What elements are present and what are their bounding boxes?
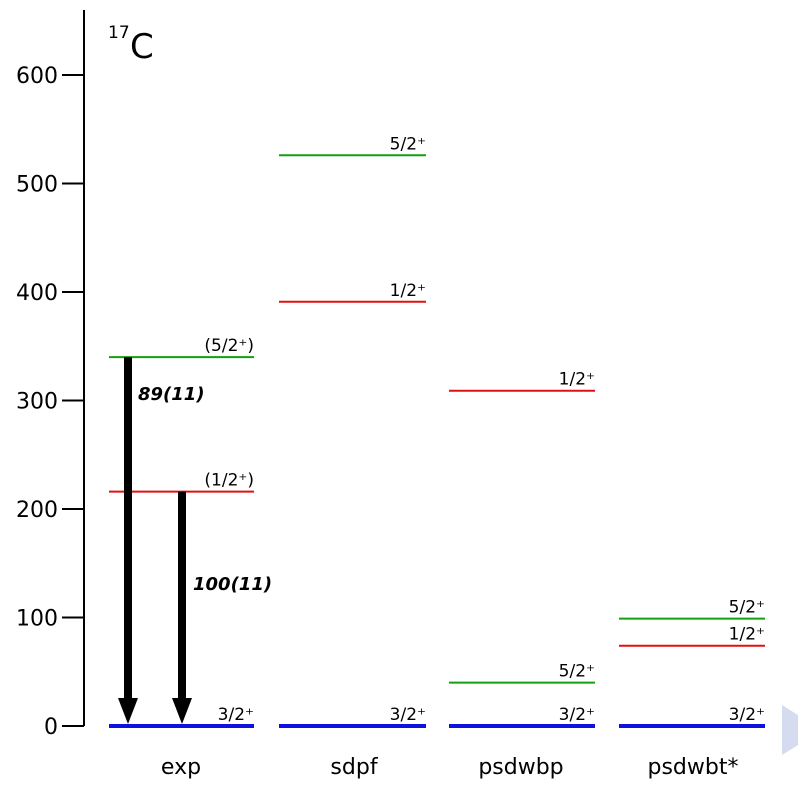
nucleus-symbol: C — [130, 27, 154, 67]
column-label: sdpf — [330, 755, 378, 780]
transition-arrows: 89(11) 100(11) — [118, 357, 272, 724]
level-spin-label: 3/2⁺ — [559, 705, 595, 725]
level-spin-label: 5/2⁺ — [729, 598, 765, 618]
column-label: psdwbp — [478, 755, 563, 780]
level-spin-label: 5/2⁺ — [559, 662, 595, 682]
column-label: exp — [161, 755, 201, 780]
level-spin-label: 1/2⁺ — [390, 281, 426, 301]
level-spin-label: 1/2⁺ — [559, 370, 595, 390]
transition-arrow-head — [118, 698, 138, 724]
column-label: psdwbt* — [648, 755, 739, 780]
column-labels: exp sdpf psdwbp psdwbt* — [161, 755, 739, 780]
next-slide-indicator[interactable] — [782, 705, 798, 755]
level-spin-label: 1/2⁺ — [729, 625, 765, 645]
y-tick-label: 300 — [16, 390, 58, 415]
level-spin-label: 3/2⁺ — [729, 705, 765, 725]
level-spin-label: 3/2⁺ — [218, 705, 254, 725]
level-spin-label: 3/2⁺ — [390, 705, 426, 725]
y-tick-label: 0 — [44, 715, 58, 740]
nucleus-label: 17 C — [108, 23, 154, 67]
level-spin-label: (5/2⁺) — [204, 336, 254, 356]
transition-arrow-head — [172, 698, 192, 724]
transition-intensity-label: 89(11) — [138, 384, 205, 405]
y-tick-label: 400 — [16, 281, 58, 306]
level-spin-label: (1/2⁺) — [204, 471, 254, 491]
y-tick-label: 500 — [16, 173, 58, 198]
y-tick-label: 200 — [16, 498, 58, 523]
nucleus-mass-number: 17 — [108, 23, 130, 43]
transition-intensity-label: 100(11) — [193, 574, 272, 595]
y-tick-label: 600 — [16, 64, 58, 89]
level-spin-label: 5/2⁺ — [390, 134, 426, 154]
y-tick-label: 100 — [16, 607, 58, 632]
y-axis-ticks: 0 100 200 300 400 500 600 — [16, 64, 84, 740]
energy-levels: 3/2⁺ (1/2⁺) (5/2⁺) 3/2⁺ 1/2⁺ 5/2⁺ 3/2⁺ 5/2⁺ 1/2⁺… — [109, 134, 765, 728]
